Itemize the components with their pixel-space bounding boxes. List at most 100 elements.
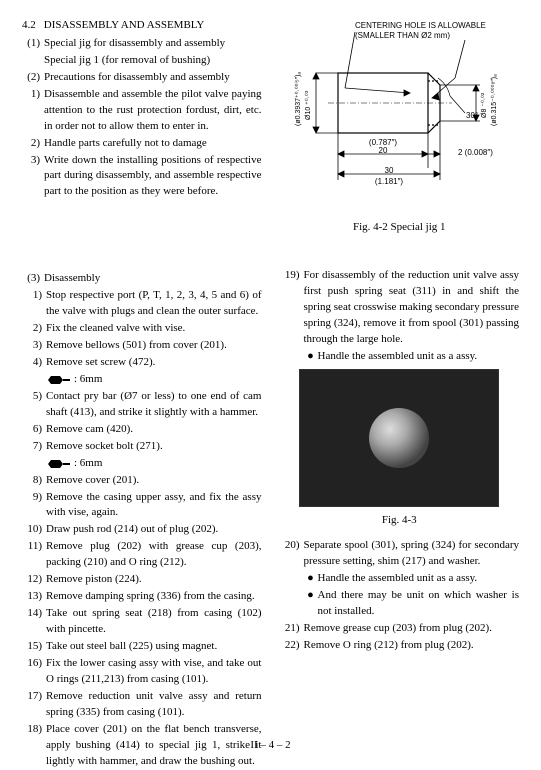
- bullet-text: Handle the assembled unit as a assy.: [318, 571, 478, 587]
- list-text: Special jig for disassembly and assembly: [44, 36, 262, 52]
- list-number: [22, 53, 44, 69]
- list-number: 21): [280, 621, 304, 637]
- list-text: Separate spool (301), spring (324) for s…: [304, 538, 520, 570]
- list-number: 3): [22, 153, 44, 201]
- list-number: 4): [22, 355, 46, 371]
- precautions-block: 1)Disassemble and assemble the pilot val…: [22, 87, 262, 201]
- list-text: For disassembly of the reduction unit va…: [304, 268, 520, 348]
- list-text: Handle parts carefully not to damage: [44, 136, 262, 152]
- list-text: Remove cam (420).: [46, 422, 262, 438]
- list-row: 20)Separate spool (301), spring (324) fo…: [280, 538, 520, 570]
- figure-4-3-caption: Fig. 4-3: [280, 513, 520, 529]
- list-row: 21)Remove grease cup (203) from plug (20…: [280, 621, 520, 637]
- figure-4-2-diagram: CENTERING HOLE IS ALLOWABLE (SMALLER THA…: [280, 18, 510, 208]
- list-number: 15): [22, 639, 46, 655]
- list-row: 6)Remove cam (420).: [22, 422, 262, 438]
- list-text: Fix the cleaned valve with vise.: [46, 321, 262, 337]
- intro-block: (1)Special jig for disassembly and assem…: [22, 36, 262, 86]
- right-column: CENTERING HOLE IS ALLOWABLE (SMALLER THA…: [280, 18, 520, 770]
- list-row: 12)Remove piston (224).: [22, 572, 262, 588]
- bullet-icon: ●: [304, 588, 318, 620]
- list-row: 17)Remove reduction unit valve assy and …: [22, 689, 262, 721]
- list-text: Remove O ring (212) from plug (202).: [304, 638, 520, 654]
- list-number: 19): [280, 268, 304, 348]
- list-row: : 6mm: [22, 372, 262, 388]
- list-number: 16): [22, 656, 46, 688]
- list-text: Disassemble and assemble the pilot valve…: [44, 87, 262, 135]
- list-number: 7): [22, 439, 46, 455]
- bullet-text: Handle the assembled unit as a assy.: [318, 349, 478, 365]
- list-row: 13)Remove damping spring (336) from the …: [22, 589, 262, 605]
- list-row: Special jig 1 (for removal of bushing): [22, 53, 262, 69]
- diag-d2: Ø10 ⁺⁰·⁰³: [304, 90, 312, 120]
- list-text: Remove damping spring (336) from the cas…: [46, 589, 262, 605]
- disassembly-heading: (3) Disassembly: [22, 271, 262, 287]
- list-number: 2): [22, 321, 46, 337]
- list-text: Remove grease cup (203) from plug (202).: [304, 621, 520, 637]
- figure-4-2-caption: Fig. 4-2 Special jig 1: [280, 220, 520, 236]
- bullet-icon: ●: [304, 571, 318, 587]
- list-number: 13): [22, 589, 46, 605]
- list-row: 11)Remove plug (202) with grease cup (20…: [22, 539, 262, 571]
- list-row: 10)Draw push rod (214) out of plug (202)…: [22, 522, 262, 538]
- list-text: Contact pry bar (Ø7 or less) to one end …: [46, 389, 262, 421]
- list-row: : 6mm: [22, 456, 262, 472]
- list-text: Remove the casing upper assy, and fix th…: [46, 490, 262, 522]
- page: 4.2 DISASSEMBLY AND ASSEMBLY (1)Special …: [22, 18, 519, 770]
- diag-w3b: (1.181″): [374, 177, 403, 186]
- section-number: 4.2: [22, 18, 36, 34]
- list-row: 4)Remove set screw (472).: [22, 355, 262, 371]
- diag-d1: (ø0.3937⁺⁰·⁰⁰ⁱ⁵″)ₐ: [294, 72, 302, 126]
- list-text: Special jig 1 (for removal of bushing): [44, 53, 262, 69]
- list-number: 22): [280, 638, 304, 654]
- list-text: Remove reduction unit valve assy and ret…: [46, 689, 262, 721]
- list-row: 14)Take out spring seat (218) from casin…: [22, 606, 262, 638]
- list-text: Take out steel ball (225) using magnet.: [46, 639, 262, 655]
- list-text: Take out spring seat (218) from casing (…: [46, 606, 262, 638]
- bullet-row: ●And there may be unit on which washer i…: [280, 588, 520, 620]
- steps-left: 1)Stop respective port (P, T, 1, 2, 3, 4…: [22, 288, 262, 769]
- list-row: 1)Stop respective port (P, T, 1, 2, 3, 4…: [22, 288, 262, 320]
- list-number: 14): [22, 606, 46, 638]
- list-text: Remove set screw (472).: [46, 355, 262, 371]
- steps-right: 20)Separate spool (301), spring (324) fo…: [280, 538, 520, 654]
- list-row: (2)Precautions for disassembly and assem…: [22, 70, 262, 86]
- list-number: (1): [22, 36, 44, 52]
- list-text: Draw push rod (214) out of plug (202).: [46, 522, 262, 538]
- list-text: Precautions for disassembly and assembly: [44, 70, 262, 86]
- list-row: 9)Remove the casing upper assy, and fix …: [22, 490, 262, 522]
- step-19-bullet: ● Handle the assembled unit as a assy.: [280, 349, 520, 365]
- list-number: 1): [22, 288, 46, 320]
- list-row: 16)Fix the lower casing assy with vise, …: [22, 656, 262, 688]
- list-text: Remove piston (224).: [46, 572, 262, 588]
- list-row: 3)Remove bellows (501) from cover (201).: [22, 338, 262, 354]
- page-number: II – 4 – 2: [0, 738, 541, 754]
- list-number: 12): [22, 572, 46, 588]
- diag-d4: (ø0.315⁻⁰·⁰⁰⁰⁸″)ₐ: [490, 74, 498, 126]
- list-row: (1)Special jig for disassembly and assem…: [22, 36, 262, 52]
- list-text: : 6mm: [46, 456, 262, 472]
- list-row: 5)Contact pry bar (Ø7 or less) to one en…: [22, 389, 262, 421]
- list-row: 22)Remove O ring (212) from plug (202).: [280, 638, 520, 654]
- hex-key-icon: [46, 459, 70, 467]
- list-text: Remove bellows (501) from cover (201).: [46, 338, 262, 354]
- bullet-text: And there may be unit on which washer is…: [318, 588, 520, 620]
- bullet-icon: ●: [304, 349, 318, 365]
- list-text: Disassembly: [44, 271, 262, 287]
- list-text: Remove plug (202) with grease cup (203),…: [46, 539, 262, 571]
- step-19: 19) For disassembly of the reduction uni…: [280, 268, 520, 348]
- list-number: 3): [22, 338, 46, 354]
- left-column: 4.2 DISASSEMBLY AND ASSEMBLY (1)Special …: [22, 18, 262, 770]
- diag-d3: Ø8 ⁻⁰·⁰²: [480, 92, 488, 118]
- section-heading: 4.2 DISASSEMBLY AND ASSEMBLY: [22, 18, 262, 34]
- bullet-row: ●Handle the assembled unit as a assy.: [280, 571, 520, 587]
- diag-w3a: 30: [384, 166, 393, 175]
- list-text: Remove socket bolt (271).: [46, 439, 262, 455]
- list-text: Fix the lower casing assy with vise, and…: [46, 656, 262, 688]
- list-text: Stop respective port (P, T, 1, 2, 3, 4, …: [46, 288, 262, 320]
- diag-w2: 2 (0.008″): [458, 148, 493, 157]
- diag-note2: (SMALLER THAN Ø2 mm): [355, 31, 450, 40]
- list-text: Write down the installing positions of r…: [44, 153, 262, 201]
- list-number: (3): [22, 271, 44, 287]
- list-number: 8): [22, 473, 46, 489]
